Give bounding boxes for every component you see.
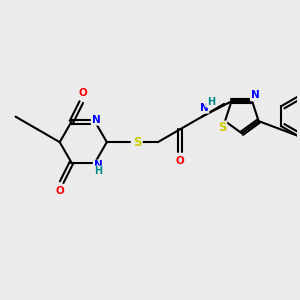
Text: N: N	[251, 91, 260, 100]
Text: O: O	[55, 186, 64, 196]
Text: S: S	[134, 136, 142, 148]
Text: H: H	[94, 167, 102, 176]
Text: O: O	[79, 88, 88, 98]
Text: N: N	[92, 115, 100, 125]
Text: H: H	[207, 97, 215, 107]
Text: N: N	[200, 103, 208, 113]
Text: O: O	[176, 156, 184, 166]
Text: N: N	[94, 160, 102, 170]
Text: S: S	[218, 122, 226, 134]
